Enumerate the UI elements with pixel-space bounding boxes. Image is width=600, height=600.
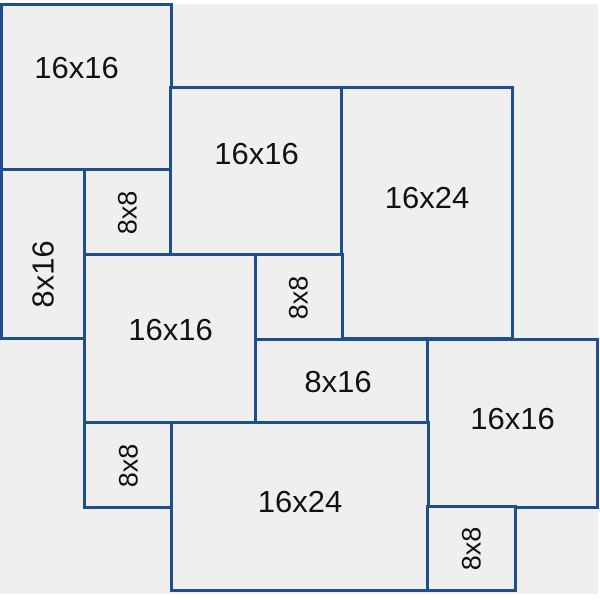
tile-label: 16x16: [34, 50, 119, 85]
tile-label: 8x8: [112, 443, 143, 487]
tile-label: 8x8: [455, 526, 486, 571]
tile-label: 8x16: [25, 240, 61, 308]
tile-16x16: 16x16: [83, 253, 258, 425]
tile-16x16: 16x16: [169, 86, 344, 257]
tile-8x8: 8x8: [254, 253, 344, 342]
tile-label: 16x24: [384, 180, 470, 215]
tile-16x16: 16x16: [426, 338, 599, 509]
tile-16x24: 16x24: [170, 421, 430, 592]
tile-8x8: 8x8: [83, 421, 174, 509]
tile-label: 16x16: [470, 400, 555, 436]
tile-8x8: 8x8: [83, 168, 172, 257]
tile-16x24: 16x24: [340, 86, 514, 340]
tile-label: 16x16: [128, 312, 213, 347]
tile-16x16: 16x16: [0, 3, 173, 173]
tile-label: 8x8: [283, 275, 314, 320]
tile-label: 8x8: [111, 190, 142, 235]
tile-8x8: 8x8: [426, 505, 517, 592]
tile-label: 16x24: [257, 483, 343, 519]
tile-8x16: 8x16: [0, 168, 87, 340]
tile-label: 8x16: [304, 363, 372, 399]
tile-label: 16x16: [214, 135, 299, 171]
tile-8x16: 8x16: [254, 338, 430, 425]
